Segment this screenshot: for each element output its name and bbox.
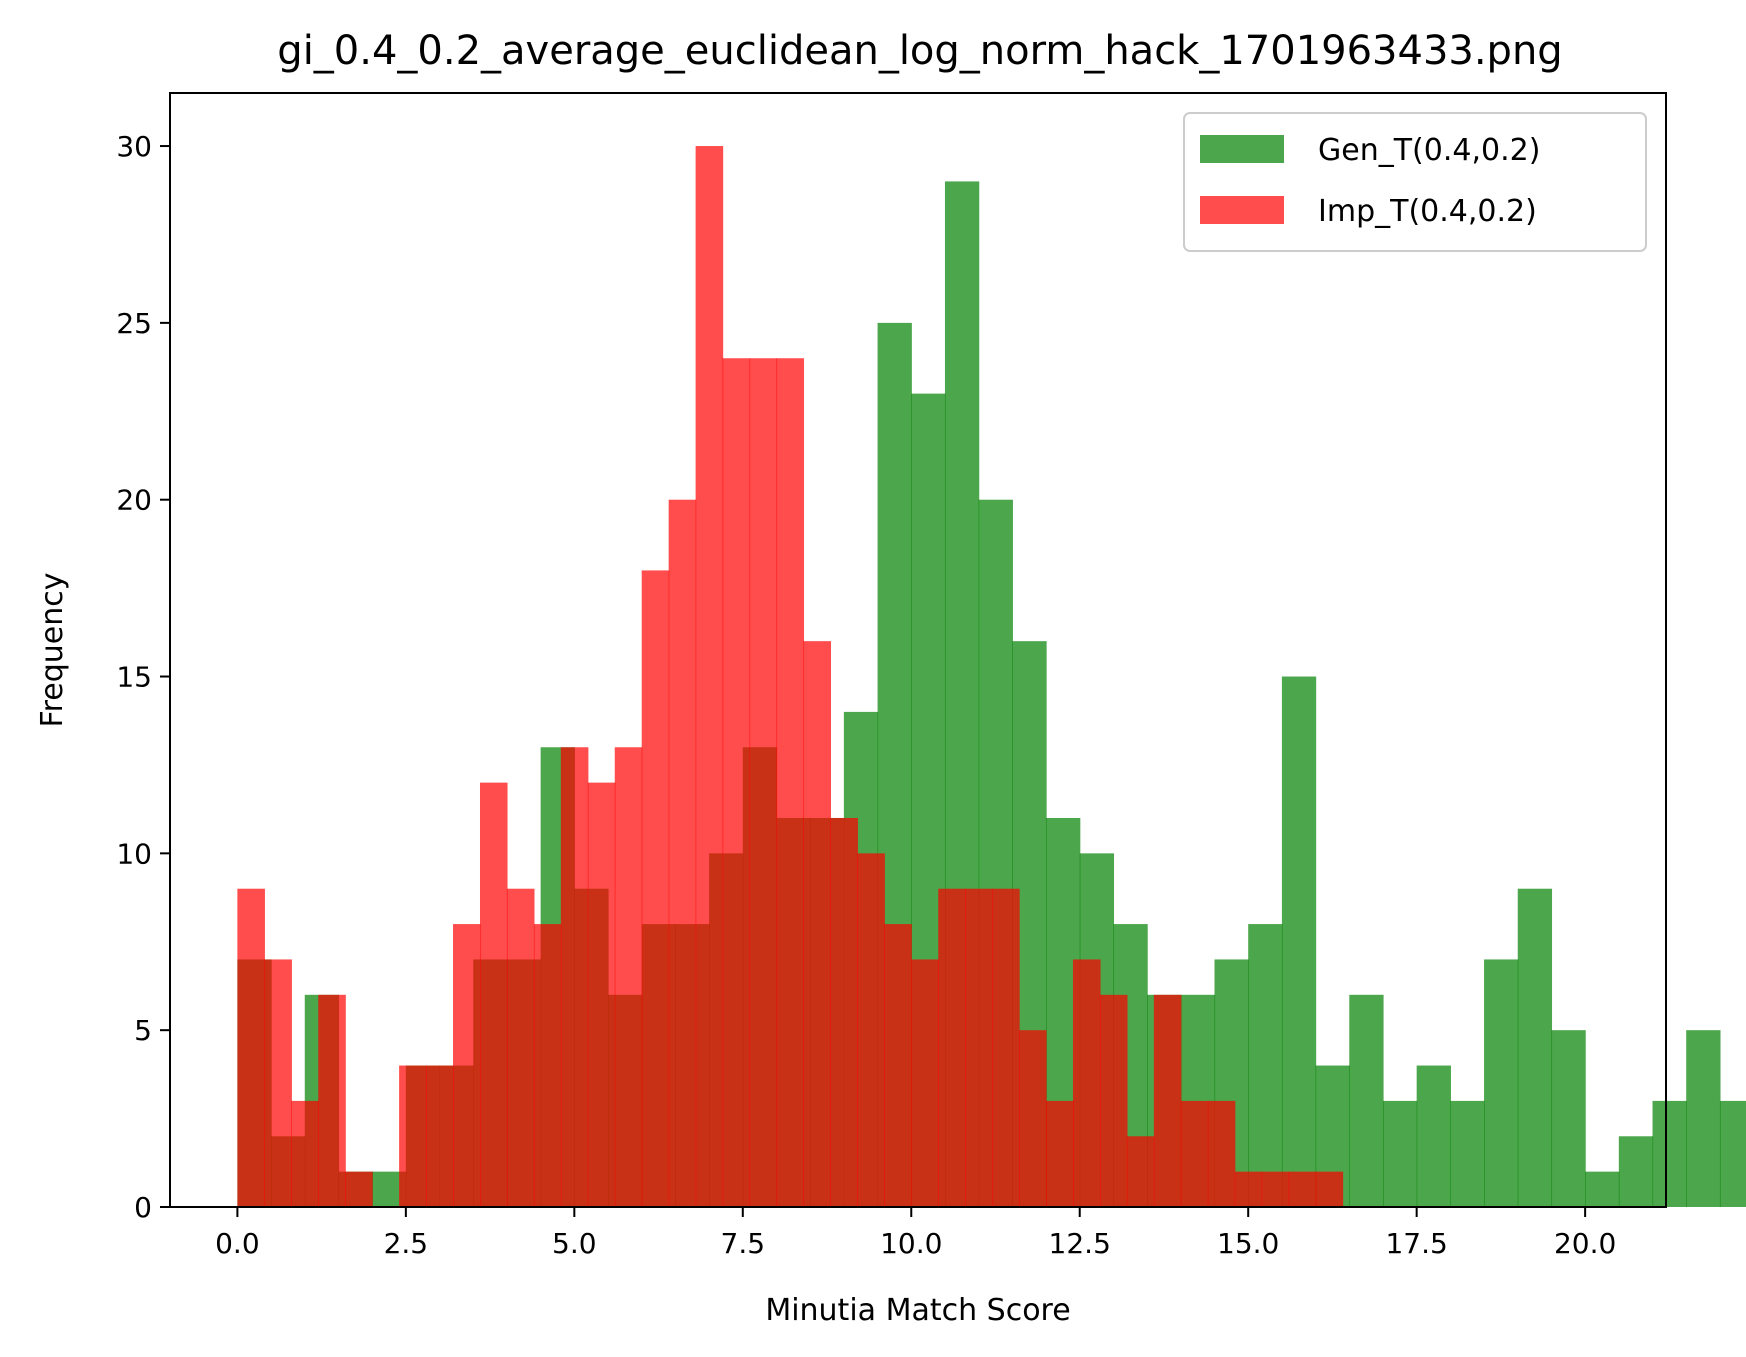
histogram-bar	[965, 888, 993, 1207]
histogram-bar	[884, 924, 912, 1207]
chart-title: gi_0.4_0.2_average_euclidean_log_norm_ha…	[277, 28, 1562, 74]
y-tick-label: 30	[116, 130, 152, 163]
x-tick-label: 2.5	[384, 1227, 429, 1260]
histogram-bar	[614, 747, 643, 1207]
histogram-bar	[1349, 994, 1384, 1207]
histogram-bar	[938, 888, 966, 1207]
x-tick-label: 15.0	[1217, 1227, 1279, 1260]
y-axis-ticks: 0 5 10 15 20 25 30	[116, 130, 170, 1224]
histogram-bar	[399, 1065, 427, 1207]
histogram-bar	[1450, 1100, 1485, 1207]
y-axis-label: Frequency	[35, 573, 70, 728]
bars-layer	[237, 146, 1746, 1208]
histogram-bar	[830, 817, 858, 1207]
y-tick-label: 20	[116, 484, 152, 517]
histogram-bar	[1234, 1171, 1263, 1207]
histogram-bar	[1281, 676, 1317, 1207]
histogram-bar	[1153, 994, 1182, 1207]
histogram-bar	[587, 782, 616, 1207]
histogram-bar	[1484, 959, 1519, 1207]
histogram-bar	[803, 641, 831, 1207]
histogram-bar	[345, 1171, 373, 1207]
histogram-bar	[695, 146, 724, 1208]
histogram-bar	[1686, 1030, 1721, 1207]
histogram-bar	[1652, 1100, 1687, 1207]
histogram-bar	[560, 747, 589, 1207]
histogram-bar	[1618, 1136, 1654, 1207]
histogram-bar	[1517, 888, 1553, 1207]
x-tick-label: 10.0	[880, 1227, 942, 1260]
histogram-bar	[992, 888, 1020, 1207]
y-tick-label: 15	[116, 661, 152, 694]
x-tick-label: 0.0	[215, 1227, 260, 1260]
legend: Gen_T(0.4,0.2) Imp_T(0.4,0.2)	[1183, 112, 1647, 252]
histogram-bar	[1126, 1136, 1155, 1207]
x-tick-label: 7.5	[721, 1227, 766, 1260]
histogram-bar	[1099, 994, 1128, 1207]
histogram-bar	[1585, 1171, 1620, 1207]
histogram-bar	[1248, 924, 1283, 1207]
y-tick-label: 10	[116, 837, 152, 870]
histogram-bar	[291, 1100, 319, 1207]
histogram-bar	[1382, 1100, 1418, 1207]
histogram-bar	[318, 994, 346, 1207]
series-1-bars	[237, 146, 1344, 1208]
legend-label-gen: Gen_T(0.4,0.2)	[1318, 133, 1540, 168]
histogram-bar	[1551, 1030, 1586, 1207]
histogram-bar	[776, 358, 805, 1207]
histogram-bar	[426, 1065, 454, 1207]
histogram-bar	[668, 499, 697, 1207]
histogram-bar	[237, 888, 265, 1207]
x-tick-label: 12.5	[1049, 1227, 1111, 1260]
histogram-bar	[911, 959, 939, 1207]
histogram-bar	[1180, 1100, 1209, 1207]
legend-label-imp: Imp_T(0.4,0.2)	[1318, 194, 1537, 229]
x-axis-ticks: 0.0 2.5 5.0 7.5 10.0 12.5 15.0 17.5 20.0	[215, 1207, 1616, 1260]
histogram-bar	[1719, 1100, 1746, 1207]
histogram-bar	[722, 358, 751, 1207]
legend-swatch-gen	[1200, 135, 1284, 163]
histogram-bar	[749, 358, 778, 1207]
legend-frame	[1183, 112, 1647, 252]
histogram-bar	[533, 924, 562, 1207]
histogram-bar	[1288, 1171, 1317, 1207]
histogram-bar	[479, 782, 508, 1207]
x-tick-label: 17.5	[1385, 1227, 1447, 1260]
histogram-bar	[506, 888, 535, 1207]
histogram-bar	[1207, 1100, 1236, 1207]
histogram-bar	[1315, 1171, 1344, 1207]
histogram-bar	[1019, 1030, 1047, 1207]
legend-swatch-imp	[1200, 196, 1284, 224]
histogram-bar	[1046, 1100, 1074, 1207]
plot-frame	[169, 92, 1667, 1208]
histogram-bar	[1416, 1065, 1451, 1207]
histogram-bar	[453, 924, 481, 1207]
histogram-bar	[264, 959, 292, 1207]
histogram-bar	[1261, 1171, 1290, 1207]
x-tick-label: 20.0	[1554, 1227, 1616, 1260]
x-tick-label: 5.0	[552, 1227, 597, 1260]
x-axis-label: Minutia Match Score	[765, 1293, 1070, 1328]
y-tick-label: 5	[134, 1014, 152, 1047]
histogram-bar	[857, 853, 885, 1207]
histogram-bar	[1072, 959, 1101, 1207]
y-tick-label: 0	[134, 1191, 152, 1224]
y-tick-label: 25	[116, 307, 152, 340]
histogram-bar	[641, 570, 670, 1207]
